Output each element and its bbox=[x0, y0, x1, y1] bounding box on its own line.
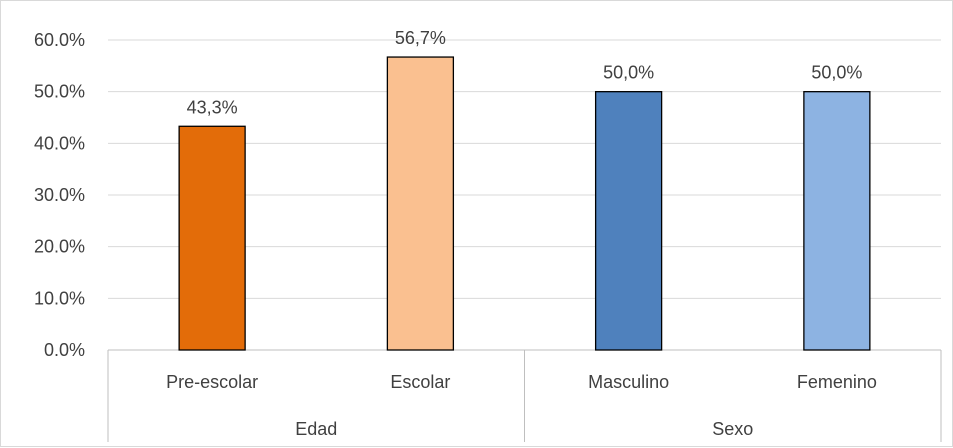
data-label: 50,0% bbox=[811, 63, 862, 83]
data-label: 50,0% bbox=[603, 63, 654, 83]
bar bbox=[178, 125, 246, 351]
y-tick-label: 60.0% bbox=[34, 30, 85, 50]
category-label: Femenino bbox=[797, 372, 877, 392]
y-tick-label: 40.0% bbox=[34, 133, 85, 153]
bar bbox=[594, 91, 663, 351]
data-label: 56,7% bbox=[395, 28, 446, 48]
y-tick-label: 10.0% bbox=[34, 288, 85, 308]
y-tick-label: 30.0% bbox=[34, 185, 85, 205]
group-label: Edad bbox=[295, 419, 337, 439]
category-label: Masculino bbox=[588, 372, 669, 392]
category-label: Pre-escolar bbox=[166, 372, 258, 392]
category-label: Escolar bbox=[390, 372, 450, 392]
y-tick-label: 20.0% bbox=[34, 237, 85, 257]
group-label: Sexo bbox=[712, 419, 753, 439]
y-tick-label: 0.0% bbox=[44, 340, 85, 360]
y-tick-label: 50.0% bbox=[34, 82, 85, 102]
bar bbox=[803, 91, 871, 351]
bar bbox=[386, 56, 455, 351]
data-label: 43,3% bbox=[187, 97, 238, 117]
